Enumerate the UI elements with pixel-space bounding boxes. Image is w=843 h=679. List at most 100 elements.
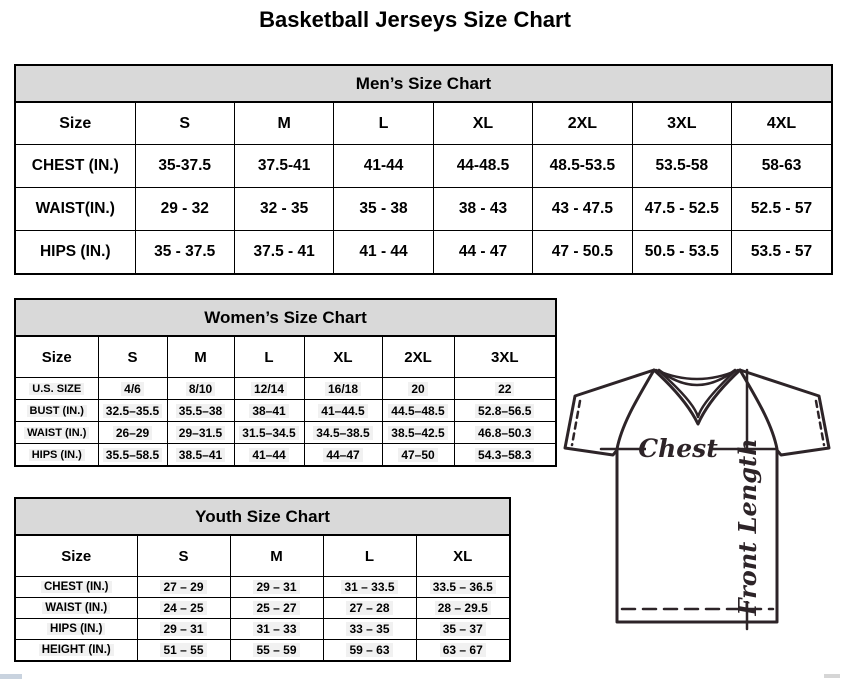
youth-waist-row: WAIST (IN.) 24 – 25 25 – 27 27 – 28 28 –… (15, 597, 510, 619)
column-header: XL (415, 535, 510, 577)
cell: 37.5 - 41 (233, 230, 335, 274)
cell: 38–41 (233, 399, 305, 422)
row-label: HIPS (IN.) (15, 618, 138, 640)
cell: 28 – 29.5 (415, 597, 510, 619)
cell: 32.5–35.5 (97, 399, 168, 422)
cell: 29 – 31 (136, 618, 231, 640)
womens-table-title: Women’s Size Chart (16, 300, 555, 337)
cell: 41–44 (233, 443, 305, 466)
cell: 43 - 47.5 (532, 187, 633, 231)
cell: 29–31.5 (166, 421, 235, 444)
cell: 20 (381, 377, 455, 400)
right-sleeve-seam (738, 368, 779, 451)
row-label: CHEST (IN.) (15, 144, 136, 188)
cell: 38 - 43 (432, 187, 534, 231)
youth-table-grid: Size S M L XL CHEST (IN.) 27 – 29 29 – 3… (15, 535, 510, 661)
chest-label-backing (646, 434, 710, 462)
cell: 16/18 (303, 377, 383, 400)
row-label: HEIGHT (IN.) (15, 639, 138, 661)
column-header: XL (303, 336, 383, 378)
selection-handle-right (824, 674, 840, 678)
column-header-size: Size (15, 102, 136, 145)
mens-size-chart-table: Men’s Size Chart Size S M L XL 2XL 3XL 4… (14, 64, 833, 275)
cell: 35 - 38 (333, 187, 434, 231)
cell: 63 – 67 (415, 639, 510, 661)
right-cuff-dashed-line (814, 399, 826, 447)
cell: 41-44 (333, 144, 434, 188)
cell: 51 – 55 (136, 639, 231, 661)
column-header: L (333, 102, 434, 145)
column-header: L (233, 336, 305, 378)
left-sleeve-seam (615, 368, 656, 451)
column-header: M (233, 102, 335, 145)
column-header: 2XL (532, 102, 633, 145)
cell: 46.8–50.3 (453, 421, 556, 444)
cell: 44 - 47 (432, 230, 534, 274)
womens-waist-row: WAIST (IN.) 26–29 29–31.5 31.5–34.5 34.5… (15, 421, 556, 444)
womens-hips-row: HIPS (IN.) 35.5–58.5 38.5–41 41–44 44–47… (15, 443, 556, 466)
cell: 33 – 35 (322, 618, 417, 640)
mens-chest-row: CHEST (IN.) 35-37.5 37.5-41 41-44 44-48.… (15, 144, 832, 188)
row-label: CHEST (IN.) (15, 576, 138, 598)
cell: 58-63 (731, 144, 832, 188)
column-header-size: Size (15, 535, 138, 577)
cell: 35.5–38 (166, 399, 235, 422)
cell: 35-37.5 (134, 144, 235, 188)
womens-header-row: Size S M L XL 2XL 3XL (15, 336, 556, 378)
row-label: HIPS (IN.) (15, 230, 136, 274)
cell: 44–47 (303, 443, 383, 466)
collar-back-arc-2 (657, 368, 737, 387)
womens-ussize-row: U.S. SIZE 4/6 8/10 12/14 16/18 20 22 (15, 377, 556, 400)
womens-table-grid: Size S M L XL 2XL 3XL U.S. SIZE 4/6 8/10… (15, 336, 556, 466)
row-label: WAIST (IN.) (15, 421, 99, 444)
column-header: 2XL (381, 336, 455, 378)
cell: 47 - 50.5 (532, 230, 633, 274)
mens-header-row: Size S M L XL 2XL 3XL 4XL (15, 102, 832, 145)
column-header: S (136, 535, 231, 577)
cell: 38.5–42.5 (381, 421, 455, 444)
cell: 22 (453, 377, 556, 400)
column-header: S (97, 336, 168, 378)
cell: 29 – 31 (229, 576, 324, 598)
cell: 33.5 – 36.5 (415, 576, 510, 598)
row-label: HIPS (IN.) (15, 443, 99, 466)
column-header: S (134, 102, 235, 145)
cell: 44-48.5 (432, 144, 534, 188)
column-header: 4XL (731, 102, 832, 145)
cell: 25 – 27 (229, 597, 324, 619)
cell: 27 – 28 (322, 597, 417, 619)
cell: 35.5–58.5 (97, 443, 168, 466)
front-length-label: Front Length (733, 438, 762, 616)
cell: 35 – 37 (415, 618, 510, 640)
collar-inner-v (657, 369, 737, 419)
cell: 54.3–58.3 (453, 443, 556, 466)
cell: 12/14 (233, 377, 305, 400)
cell: 50.5 - 53.5 (631, 230, 733, 274)
cell: 47–50 (381, 443, 455, 466)
youth-hips-row: HIPS (IN.) 29 – 31 31 – 33 33 – 35 35 – … (15, 618, 510, 640)
cell: 59 – 63 (322, 639, 417, 661)
row-label: BUST (IN.) (15, 399, 99, 422)
cell: 31 – 33 (229, 618, 324, 640)
front-length-label-backing (733, 453, 761, 601)
jersey-outline (563, 368, 831, 624)
chest-label: Chest (638, 434, 718, 463)
column-header: M (166, 336, 235, 378)
mens-table-title: Men’s Size Chart (16, 66, 831, 103)
column-header-size: Size (15, 336, 99, 378)
selection-handle-left (0, 674, 22, 679)
cell: 44.5–48.5 (381, 399, 455, 422)
cell: 35 - 37.5 (134, 230, 235, 274)
youth-size-chart-table: Youth Size Chart Size S M L XL CHEST (IN… (14, 497, 511, 662)
cell: 4/6 (97, 377, 168, 400)
cell: 38.5–41 (166, 443, 235, 466)
column-header: L (322, 535, 417, 577)
cell: 34.5–38.5 (303, 421, 383, 444)
cell: 24 – 25 (136, 597, 231, 619)
mens-waist-row: WAIST(IN.) 29 - 32 32 - 35 35 - 38 38 - … (15, 187, 832, 231)
cell: 53.5 - 57 (731, 230, 832, 274)
mens-table-grid: Size S M L XL 2XL 3XL 4XL CHEST (IN.) 35… (15, 102, 832, 274)
column-header: 3XL (631, 102, 733, 145)
cell: 48.5-53.5 (532, 144, 633, 188)
cell: 47.5 - 52.5 (631, 187, 733, 231)
